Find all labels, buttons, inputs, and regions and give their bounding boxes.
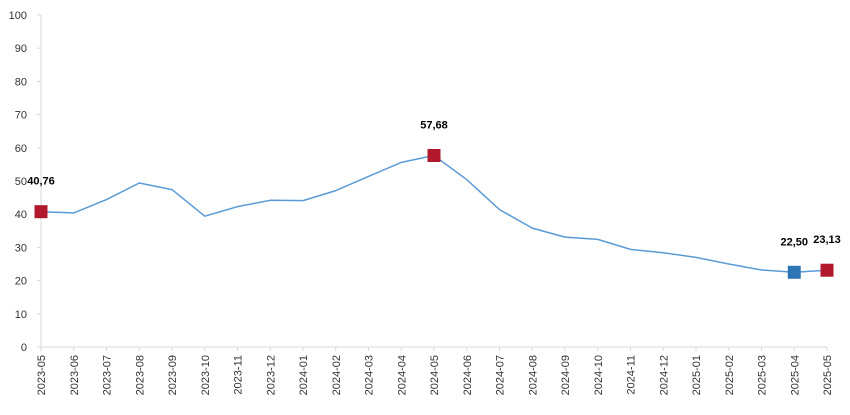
data-point-marker bbox=[34, 205, 48, 219]
series-line bbox=[40, 154, 828, 274]
y-tick-label: 10 bbox=[15, 309, 27, 321]
y-tick-label: 60 bbox=[15, 143, 27, 155]
x-tick-label: 2023-05 bbox=[36, 355, 48, 395]
x-tick-label: 2024-07 bbox=[495, 355, 507, 395]
x-tick-label: 2023-07 bbox=[102, 355, 114, 395]
y-tick-label: 70 bbox=[15, 110, 27, 122]
x-tick-label: 2025-03 bbox=[757, 355, 769, 395]
x-tick-label: 2024-04 bbox=[396, 355, 408, 395]
data-point-marker bbox=[787, 265, 801, 279]
y-tick-label: 40 bbox=[15, 209, 27, 221]
x-tick-label: 2025-04 bbox=[789, 355, 801, 395]
y-tick-label: 90 bbox=[15, 43, 27, 55]
series bbox=[40, 154, 828, 274]
y-tick-label: 20 bbox=[15, 276, 27, 288]
x-tick-label: 2024-12 bbox=[658, 355, 670, 395]
x-tick-label: 2024-05 bbox=[429, 355, 441, 395]
x-tick-label: 2024-11 bbox=[626, 355, 638, 395]
x-tick-label: 2023-08 bbox=[134, 355, 146, 395]
y-tick-label: 30 bbox=[15, 242, 27, 254]
x-tick-label: 2024-06 bbox=[462, 355, 474, 395]
x-tick-label: 2023-11 bbox=[233, 355, 245, 395]
x-axis-ticks: 2023-05 2023-06 2023-07 2023-08 2023-09 2023-… bbox=[36, 347, 834, 395]
x-tick-label: 2025-02 bbox=[724, 355, 736, 395]
x-tick-label: 2024-10 bbox=[593, 355, 605, 395]
y-axis-ticks: 0 10 20 30 40 50 60 70 80 90 100 bbox=[9, 10, 41, 354]
x-tick-label: 2023-12 bbox=[265, 355, 277, 395]
y-tick-label: 100 bbox=[9, 10, 27, 22]
data-label: 57,68 bbox=[420, 120, 448, 132]
x-tick-label: 2024-02 bbox=[331, 355, 343, 395]
data-label: 23,13 bbox=[813, 234, 841, 246]
y-tick-label: 80 bbox=[15, 76, 27, 88]
axes bbox=[40, 15, 827, 348]
x-tick-label: 2025-05 bbox=[822, 355, 834, 395]
y-tick-label: 50 bbox=[15, 176, 27, 188]
data-label: 40,76 bbox=[27, 176, 55, 188]
data-label: 22,50 bbox=[780, 236, 808, 248]
data-point-marker bbox=[820, 263, 834, 277]
x-tick-label: 2023-09 bbox=[167, 355, 179, 395]
y-tick-label: 0 bbox=[21, 342, 27, 354]
markers bbox=[34, 149, 834, 279]
data-point-marker bbox=[427, 149, 441, 163]
x-tick-label: 2023-10 bbox=[200, 355, 212, 395]
x-tick-label: 2024-03 bbox=[364, 355, 376, 395]
x-tick-label: 2024-09 bbox=[560, 355, 572, 395]
data-labels: 40,76 57,68 22,50 23,13 bbox=[27, 120, 841, 249]
x-tick-label: 2024-08 bbox=[527, 355, 539, 395]
x-tick-label: 2024-01 bbox=[298, 355, 310, 395]
x-tick-label: 2025-01 bbox=[691, 355, 703, 395]
x-tick-label: 2023-06 bbox=[69, 355, 81, 395]
